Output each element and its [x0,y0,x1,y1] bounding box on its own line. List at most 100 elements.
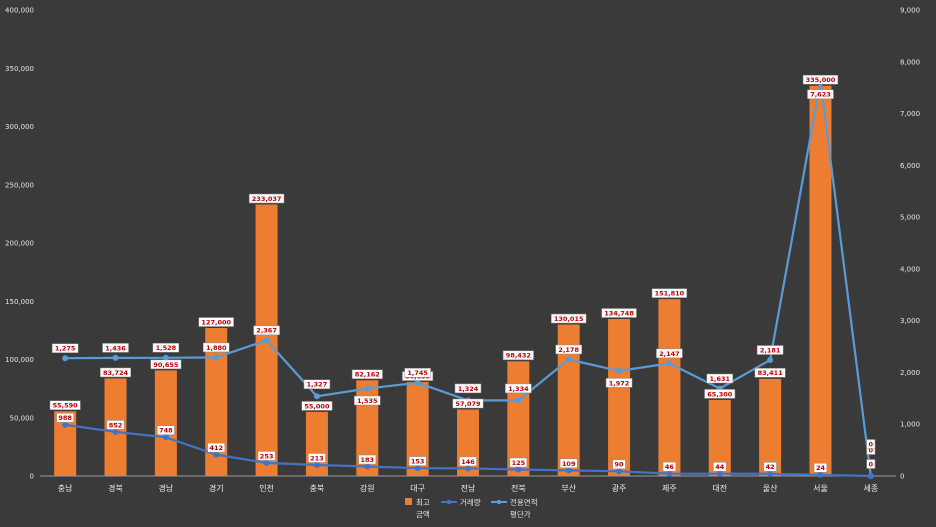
line-point [162,354,169,361]
line-point [666,470,673,477]
x-category-label: 충남 [58,484,73,493]
y-right-tick-label: 8,000 [900,58,920,66]
x-category-label: 대구 [410,484,425,493]
x-category-label: 울산 [763,483,778,493]
data-label-box [704,389,736,399]
y-left-tick-label: 0 [30,473,34,481]
y-right-tick-label: 9,000 [900,7,920,15]
data-label: 1,334 [508,385,529,393]
data-label-box [257,451,276,461]
legend-swatch-bar [405,498,412,505]
line-point [565,356,572,363]
data-label: 2,147 [659,350,680,358]
y-right-tick-label: 0 [900,473,904,481]
data-label-box [150,359,182,370]
data-label: 0 [869,446,874,454]
x-category-label: 강원 [360,483,375,493]
x-category-label: 전남 [461,483,476,493]
line-point [616,468,623,475]
y-left-tick-label: 250,000 [5,181,34,189]
data-label-box [454,383,482,394]
data-label: 748 [159,427,173,435]
data-label-box [308,453,326,463]
bar-최고금액 [406,382,429,476]
line-point [213,354,220,361]
data-label: 852 [109,421,123,429]
legend-label: 최고 [416,497,430,507]
data-label-box [763,462,777,472]
y-right-tick-label: 3,000 [900,317,920,325]
line-point [213,451,220,458]
line-point [364,463,371,470]
data-label: 1,275 [55,345,76,353]
y-left-tick-label: 50,000 [10,414,35,422]
data-label-box [198,317,234,327]
data-label-box [459,456,477,467]
y-right-tick-label: 7,000 [900,110,920,118]
data-label: 2,181 [760,346,781,354]
data-label: 55,000 [304,402,330,410]
data-label: 90,655 [153,361,179,369]
x-category-label: 부산 [561,483,576,493]
line-point [263,459,270,466]
data-label-box [601,308,637,318]
data-label-box [253,325,280,336]
line-point [62,421,69,428]
data-label-box [502,350,534,361]
data-label: 253 [260,452,274,460]
data-label: 988 [58,414,72,422]
data-label: 127,000 [201,318,231,326]
line-point [263,337,270,344]
data-label-box [813,463,828,473]
bar-최고금액 [154,370,177,476]
data-label-box [605,378,633,388]
data-label-box [49,400,81,410]
x-category-label: 서울 [813,484,828,493]
data-label-box [404,368,431,378]
y-left-tick-label: 150,000 [5,298,34,306]
legend-label-line2: 평단가 [510,509,531,519]
line-point [465,465,471,472]
data-label: 125 [512,459,526,467]
data-label: 1,528 [156,344,177,352]
data-label-box [756,345,784,355]
data-label: 146 [461,458,475,466]
line-point [313,461,320,468]
y-left-tick-label: 400,000 [5,7,34,15]
data-label-box [157,425,175,436]
data-label-box [248,193,285,204]
data-label: 153 [411,457,425,465]
data-label: 1,327 [307,381,328,389]
data-label-box [358,454,377,465]
data-label-box [202,342,230,353]
data-label-box [866,439,876,449]
bar-최고금액 [557,324,580,476]
data-label: 233,037 [252,195,282,203]
data-label-box [662,461,677,472]
line-point [112,428,119,435]
line-point [616,367,623,374]
y-right-tick-label: 2,000 [900,369,920,377]
data-label-box [651,288,688,298]
data-labels-layer: 55,590 83,724 90,655 127,000 233,037 55,000 82… [49,74,876,473]
legend-label: 거래량 [460,498,481,507]
bars-layer [54,85,832,476]
line-point [62,355,69,362]
data-label: 151,810 [655,290,685,298]
data-label: 55,590 [53,402,79,410]
line-point [515,466,522,473]
y-left-tick-label: 200,000 [5,240,34,248]
data-label: 134,748 [604,309,634,317]
data-label: 57,079 [455,400,481,408]
y-right-tick-label: 5,000 [900,214,920,222]
data-label: 2,367 [256,327,277,335]
data-label-box [807,89,834,100]
data-label: 183 [361,456,375,464]
y-left-tick-label: 350,000 [5,65,34,73]
line-point [364,385,371,392]
axes-layer: 0 50,000 100,000 150,000 200,000 250,000 300,0… [5,7,920,494]
data-label-box [802,74,839,85]
y-left-tick-label: 100,000 [5,356,34,364]
bar-최고금액 [708,399,731,476]
